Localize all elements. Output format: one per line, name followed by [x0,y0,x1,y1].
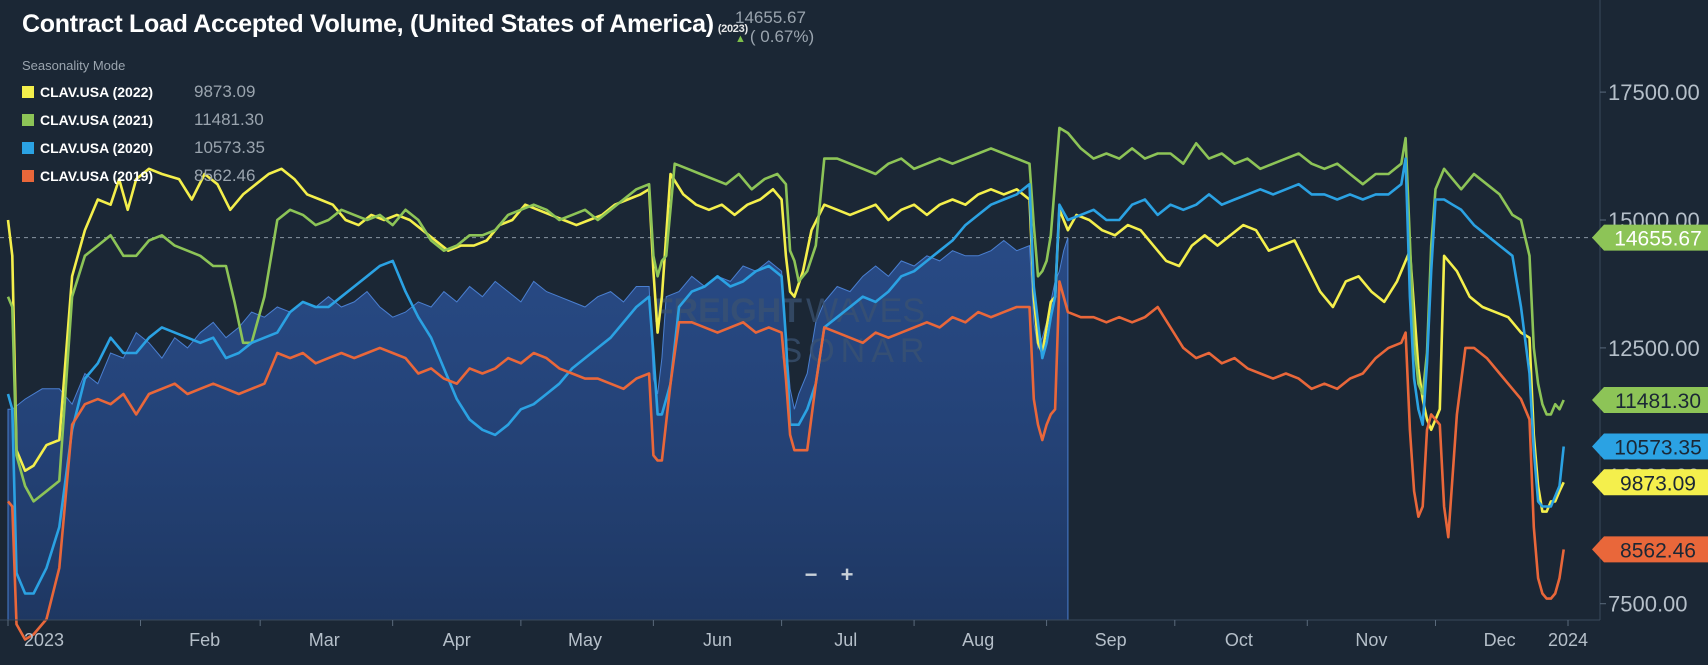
seasonality-mode-label: Seasonality Mode [22,58,126,73]
legend-series-name: CLAV.USA (2019) [40,168,154,184]
legend-swatch-2020 [22,142,34,154]
series-value-badge-0-shape [1592,469,1708,496]
x-tick-label: Feb [189,630,220,650]
series-value-badge-1-text: 11481.30 [1615,390,1701,413]
legend-swatch-2019 [22,170,34,182]
legend-series-value: 9873.09 [194,82,256,101]
series-value-badge-2: 10573.35 [1592,433,1708,460]
x-tick-label: Apr [443,630,471,650]
x-tick-label: Dec [1484,630,1516,650]
series-line-0 [6,167,1565,513]
series-value-badge-3-text: 8562.46 [1620,539,1696,562]
series-value-badge-2-text: 10573.35 [1614,436,1702,459]
series-line-3 [7,280,1565,641]
legend-item-2019[interactable]: CLAV.USA (2019) 8562.46 [22,162,265,190]
legend-series-value: 11481.30 [194,110,264,129]
header-change: ▲( 0.67%) [735,27,814,47]
series-value-badge-1-shape [1592,387,1708,414]
series-line-2 [6,157,1565,595]
legend: CLAV.USA (2022) 9873.09 CLAV.USA (2021) … [22,78,265,190]
ref-value-badge: 14655.67 [1592,224,1708,251]
y-tick-label: 17500.00 [1608,80,1700,105]
x-tick-label: Nov [1355,630,1387,650]
ref-value-badge-text: 14655.67 [1614,228,1702,251]
series-value-badge-2-shape [1592,433,1708,460]
legend-series-name: CLAV.USA (2022) [40,84,154,100]
header-current-value: 14655.67 [735,8,806,27]
x-tick-label: 2024 [1548,630,1588,650]
x-tick-label: 2023 [24,630,64,650]
watermark-brand-a: FREIGHT [653,292,802,330]
ref-value-badge-shape [1592,224,1708,251]
legend-item-2022[interactable]: CLAV.USA (2022) 9873.09 [22,78,265,106]
legend-series-value: 10573.35 [194,138,265,157]
watermark-product: SONAR [780,332,931,370]
legend-series-value: 8562.46 [194,166,256,185]
x-tick-label: Oct [1225,630,1253,650]
series-line-1 [6,126,1565,503]
x-tick-label: Jun [703,630,732,650]
legend-swatch-2022 [22,86,34,98]
legend-swatch-2021 [22,114,34,126]
zoom-out-button[interactable]: − [804,562,818,587]
legend-item-2020[interactable]: CLAV.USA (2020) 10573.35 [22,134,265,162]
chart-title: Contract Load Accepted Volume, (United S… [22,10,748,39]
x-tick-label: Sep [1095,630,1127,650]
x-tick-label: Aug [962,630,994,650]
legend-series-name: CLAV.USA (2020) [40,140,154,156]
series-value-badge-0-text: 9873.09 [1620,472,1696,495]
x-tick-label: Mar [309,630,340,650]
x-tick-label: May [568,630,602,650]
zoom-in-button[interactable]: + [840,562,854,587]
y-tick-label: 12500.00 [1608,336,1700,361]
series-value-badge-3: 8562.46 [1592,536,1708,562]
up-arrow-icon: ▲ [735,33,746,45]
zoom-controls: − + [800,562,858,588]
y-tick-label: 7500.00 [1608,592,1688,617]
x-tick-label: Jul [834,630,857,650]
header-change-text: ( 0.67%) [749,27,815,46]
series-value-badge-3-shape [1592,536,1708,563]
chart-year-badge: (2023) [717,23,748,35]
series-value-badge-1: 11481.30 [1592,387,1708,414]
legend-item-2021[interactable]: CLAV.USA (2021) 11481.30 [22,106,265,134]
chart-title-text: Contract Load Accepted Volume, (United S… [22,10,714,38]
legend-series-name: CLAV.USA (2021) [40,112,154,128]
series-value-badge-0: 9873.09 [1592,469,1708,495]
